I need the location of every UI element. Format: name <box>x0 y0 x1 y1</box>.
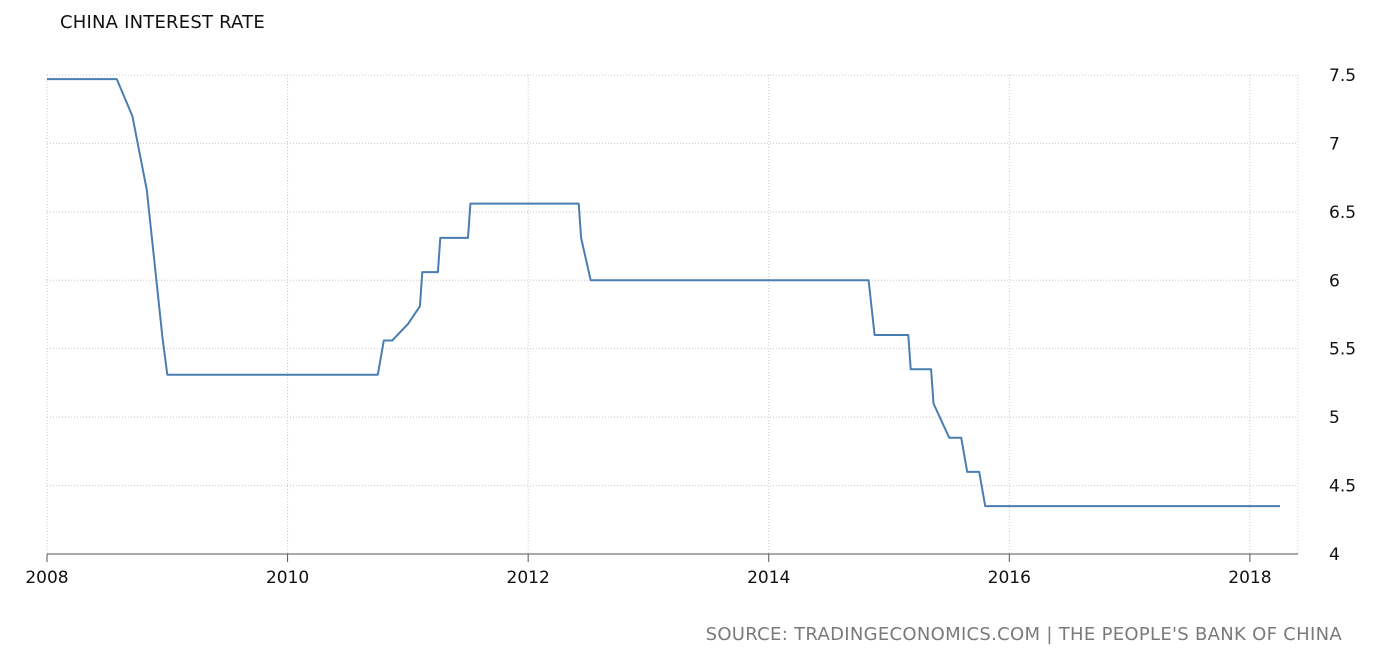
y-tick-label: 6.5 <box>1329 203 1356 223</box>
series-line <box>47 78 1280 508</box>
x-tick-label: 2010 <box>266 568 309 588</box>
y-tick-label: 5 <box>1329 408 1340 428</box>
line-chart: 4 4.5 5 5.5 6 6.5 7 7.5 2008 2010 2012 2014 2016 2018 <box>25 66 1356 588</box>
chart-title: CHINA INTEREST RATE <box>60 12 265 33</box>
y-tick-label: 7 <box>1329 134 1340 154</box>
x-tick-label: 2016 <box>988 568 1031 588</box>
x-tick-label: 2008 <box>25 568 68 588</box>
x-tick-label: 2012 <box>507 568 550 588</box>
y-tick-label: 5.5 <box>1329 340 1356 360</box>
x-tick-label: 2014 <box>747 568 790 588</box>
series-layer <box>47 78 1280 508</box>
x-tick-label: 2018 <box>1228 568 1271 588</box>
y-tick-label: 6 <box>1329 271 1340 291</box>
y-tick-label: 4.5 <box>1329 477 1356 497</box>
source-attribution: SOURCE: TRADINGECONOMICS.COM | THE PEOPL… <box>705 624 1342 645</box>
y-tick-label: 7.5 <box>1329 66 1356 86</box>
label-layer: 4 4.5 5 5.5 6 6.5 7 7.5 2008 2010 2012 2014 2016 2018 <box>25 66 1356 588</box>
grid-layer <box>46 74 1299 554</box>
y-tick-label: 4 <box>1329 545 1340 565</box>
axis-layer <box>46 553 1298 562</box>
